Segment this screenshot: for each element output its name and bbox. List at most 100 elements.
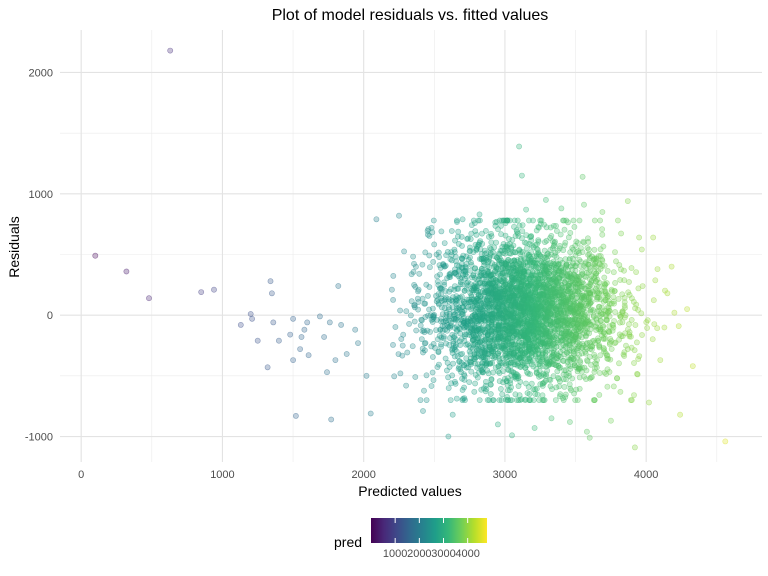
data-point — [573, 386, 580, 393]
data-point — [602, 288, 609, 295]
data-point — [455, 285, 462, 292]
data-point — [504, 266, 511, 272]
data-point — [549, 360, 556, 367]
data-point — [604, 383, 611, 390]
data-point — [650, 297, 657, 304]
data-point — [598, 311, 604, 318]
data-points — [92, 47, 729, 451]
data-point — [513, 334, 520, 341]
data-point — [547, 328, 554, 334]
data-point — [448, 322, 454, 329]
data-point — [511, 217, 518, 224]
data-point — [429, 369, 436, 376]
data-point — [448, 228, 455, 234]
data-point — [577, 365, 584, 372]
data-point — [651, 321, 658, 327]
data-point — [463, 323, 470, 330]
data-point — [530, 386, 537, 393]
data-point — [599, 231, 606, 238]
data-point — [459, 216, 466, 223]
data-point — [592, 323, 598, 330]
data-point — [498, 323, 505, 330]
data-point — [517, 265, 524, 272]
data-point — [416, 270, 423, 277]
data-point — [619, 333, 626, 339]
data-point — [583, 376, 589, 382]
data-point — [543, 276, 550, 283]
data-point — [461, 315, 467, 321]
data-point — [580, 238, 587, 245]
data-point — [564, 358, 571, 365]
data-point — [396, 212, 402, 219]
data-point — [555, 352, 562, 359]
data-point — [571, 362, 578, 368]
data-point — [519, 235, 525, 242]
data-point — [408, 298, 415, 305]
data-point — [595, 335, 601, 342]
data-point — [411, 302, 417, 309]
data-point — [499, 243, 506, 250]
x-axis-title: Predicted values — [358, 483, 462, 499]
data-point — [535, 338, 541, 344]
data-point — [490, 348, 496, 355]
data-point — [539, 397, 546, 403]
data-point — [516, 143, 522, 150]
data-point — [644, 325, 650, 331]
data-point — [526, 217, 532, 224]
data-point — [572, 242, 579, 249]
x-tick-label: 2000 — [351, 469, 375, 481]
data-point — [423, 397, 430, 403]
data-point — [540, 284, 547, 290]
data-point — [621, 294, 628, 301]
data-point — [461, 361, 467, 368]
data-point — [576, 374, 583, 381]
data-point — [530, 306, 537, 313]
data-point — [550, 373, 557, 380]
data-point — [537, 381, 544, 388]
data-point — [453, 395, 460, 402]
data-point — [526, 276, 533, 282]
data-point — [626, 331, 633, 338]
data-point — [247, 311, 254, 317]
data-point — [586, 434, 593, 441]
data-point — [608, 346, 615, 352]
data-point — [600, 322, 606, 329]
data-point — [524, 369, 530, 376]
data-point — [541, 221, 547, 228]
y-tick-label: 2000 — [29, 67, 53, 79]
data-point — [479, 230, 485, 237]
data-point — [474, 276, 481, 283]
data-point — [474, 374, 481, 381]
data-point — [488, 376, 495, 382]
data-point — [469, 304, 475, 311]
data-point — [514, 342, 521, 349]
data-point — [532, 242, 539, 248]
data-point — [554, 368, 561, 375]
data-point — [488, 290, 495, 297]
data-point — [508, 344, 515, 351]
data-point — [411, 260, 417, 267]
data-point — [596, 344, 603, 351]
data-point — [305, 352, 312, 359]
data-point — [572, 397, 579, 403]
data-point — [477, 325, 484, 332]
data-point — [612, 309, 618, 315]
data-point — [198, 289, 205, 295]
data-point — [526, 241, 533, 247]
data-point — [513, 227, 520, 234]
data-point — [444, 248, 451, 255]
data-point — [403, 382, 409, 389]
data-point — [409, 343, 416, 350]
data-point — [585, 251, 591, 258]
data-point — [628, 316, 635, 323]
data-point — [471, 388, 478, 395]
data-point — [504, 397, 511, 403]
data-point — [509, 289, 516, 296]
data-point — [600, 345, 607, 351]
data-point — [577, 357, 583, 364]
data-point — [451, 246, 458, 253]
data-point — [566, 373, 573, 379]
data-point — [514, 284, 521, 291]
data-point — [539, 392, 546, 399]
data-point — [471, 351, 478, 358]
